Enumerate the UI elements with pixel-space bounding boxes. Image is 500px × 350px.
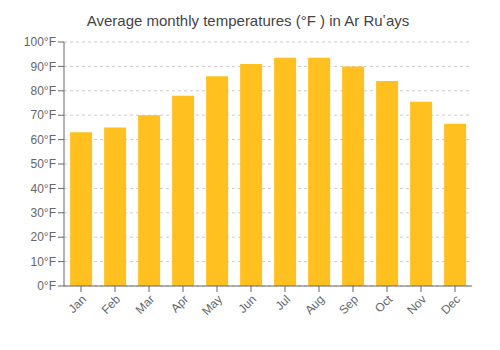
svg-text:40°F: 40°F	[31, 182, 56, 196]
svg-text:Dec: Dec	[438, 292, 463, 317]
svg-text:10°F: 10°F	[31, 255, 56, 269]
svg-text:May: May	[199, 292, 225, 318]
svg-text:100°F: 100°F	[24, 35, 56, 49]
svg-text:80°F: 80°F	[31, 84, 56, 98]
svg-text:70°F: 70°F	[31, 108, 56, 122]
svg-text:50°F: 50°F	[31, 157, 56, 171]
svg-text:Apr: Apr	[168, 292, 191, 315]
svg-text:30°F: 30°F	[31, 206, 56, 220]
svg-text:Jan: Jan	[66, 292, 90, 316]
svg-text:Nov: Nov	[404, 292, 429, 317]
svg-text:Jul: Jul	[272, 292, 293, 313]
svg-text:Jun: Jun	[236, 292, 260, 316]
svg-text:Feb: Feb	[99, 292, 124, 317]
svg-text:20°F: 20°F	[31, 230, 56, 244]
svg-text:0°F: 0°F	[37, 279, 56, 293]
html-text:Average monthly temperatures (: Average monthly temperatures (°F ) in Ar…	[86, 12, 410, 29]
svg-text:Sep: Sep	[336, 292, 361, 317]
svg-text:60°F: 60°F	[31, 133, 56, 147]
svg-text:Mar: Mar	[133, 292, 158, 317]
svg-text:Oct: Oct	[372, 292, 396, 316]
svg-text:90°F: 90°F	[31, 60, 56, 74]
svg-text:Aug: Aug	[302, 292, 327, 317]
